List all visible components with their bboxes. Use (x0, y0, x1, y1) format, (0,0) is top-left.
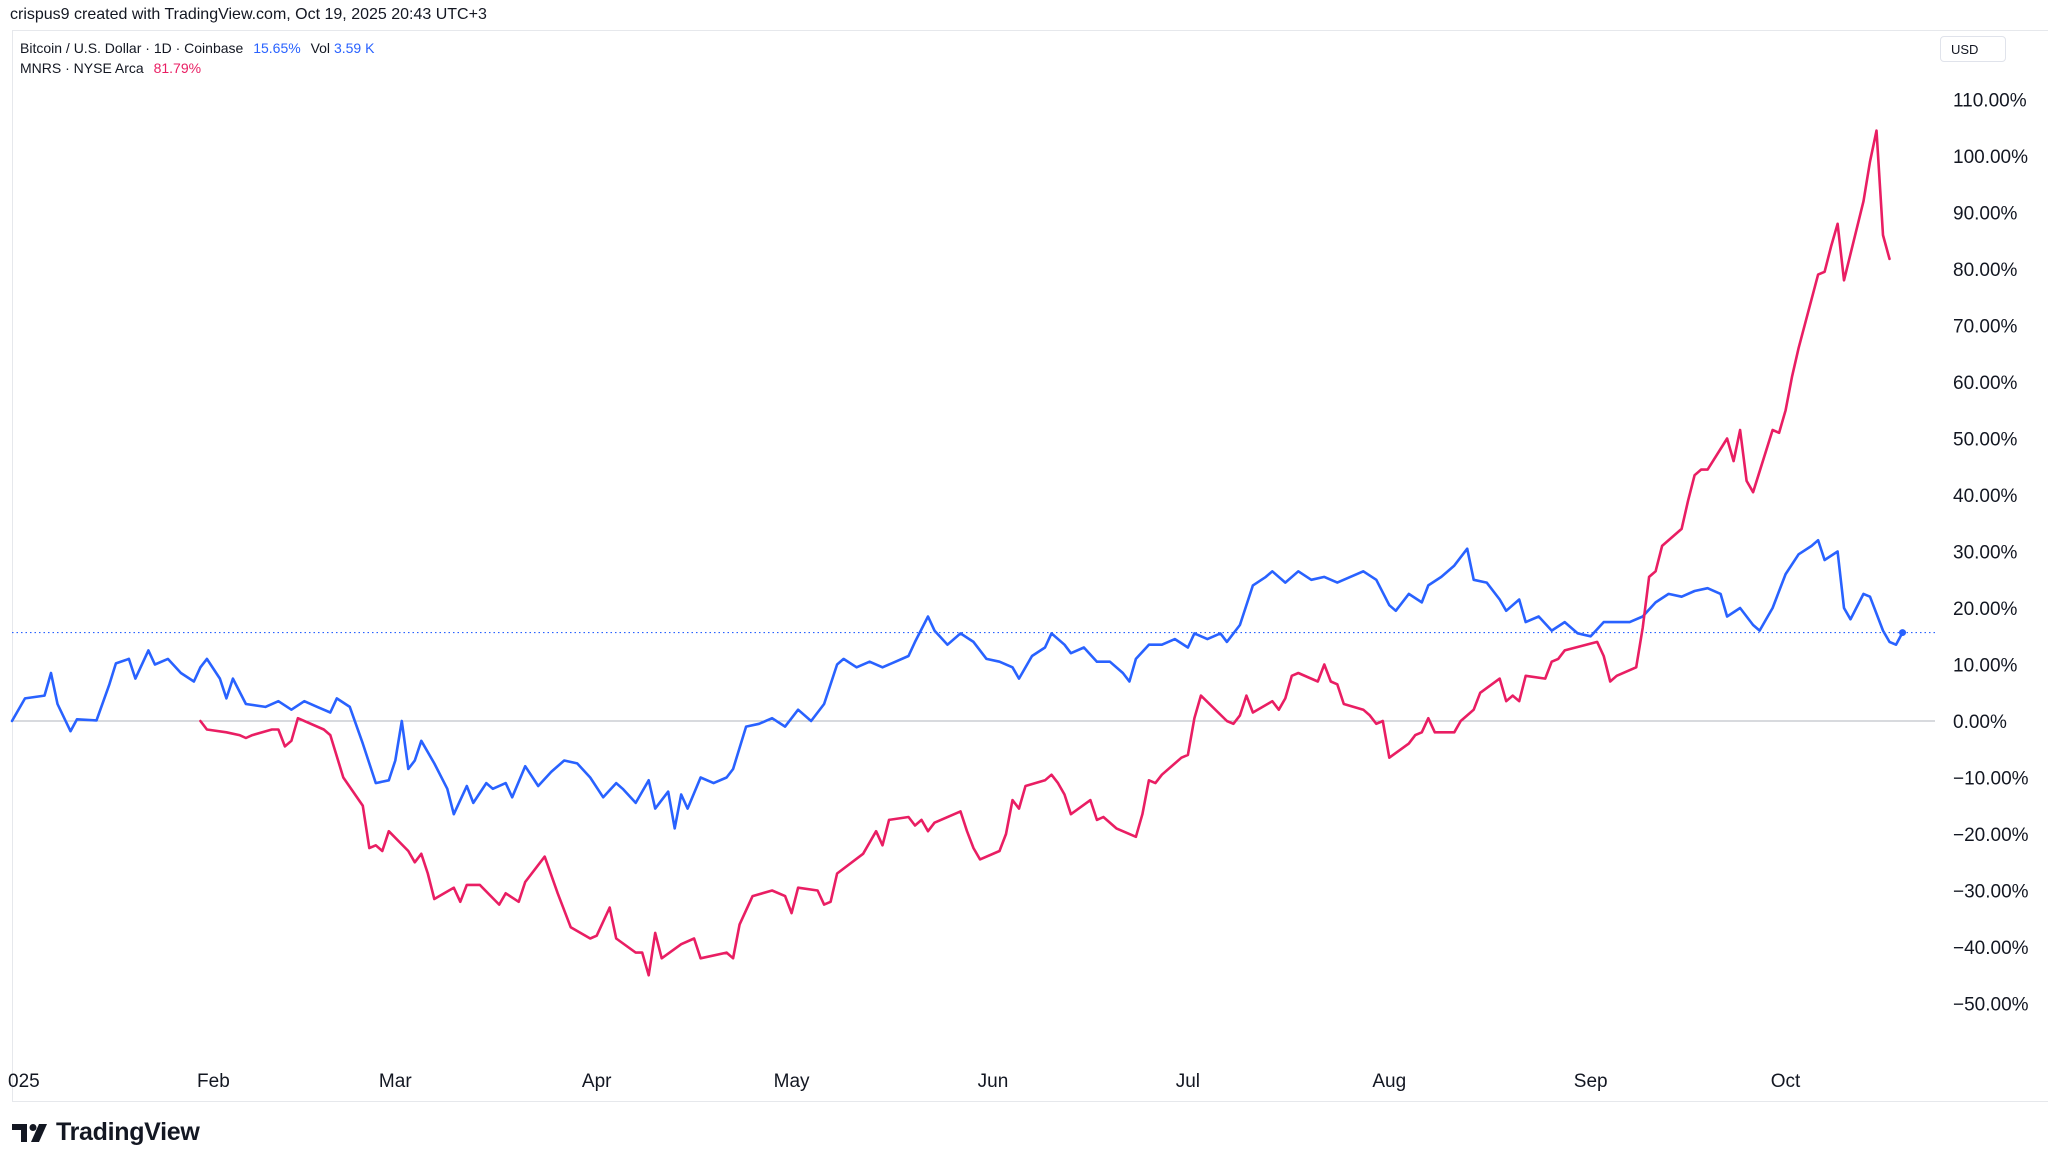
series-layer (10, 129, 1907, 977)
legend-btc-name: Bitcoin / U.S. Dollar · 1D · Coinbase (20, 40, 244, 56)
x-tick-label: Aug (1372, 1071, 1406, 1092)
y-tick-label: 80.00% (1953, 260, 2018, 281)
chart-caption: crispus9 created with TradingView.com, O… (10, 6, 487, 23)
legend-btc-vol-value: 3.59 K (333, 40, 375, 56)
series-line-mnrs[interactable] (199, 129, 1891, 977)
y-tick-label: 30.00% (1953, 543, 2018, 564)
x-tick-label: Oct (1771, 1071, 1801, 1092)
x-tick-label: May (774, 1071, 810, 1092)
y-tick-label: 70.00% (1953, 317, 2018, 338)
x-tick-label: 025 (8, 1071, 40, 1092)
legend-mnrs-change: 81.79% (153, 60, 202, 76)
currency-button[interactable]: USD (1940, 36, 2006, 62)
x-tick-label: Sep (1574, 1071, 1608, 1092)
y-tick-label: 40.00% (1953, 486, 2018, 507)
btc-last-point (1899, 629, 1907, 637)
x-tick-label: Apr (582, 1071, 612, 1092)
x-tick-label: Jul (1176, 1071, 1200, 1092)
legend-row-btc[interactable]: Bitcoin / U.S. Dollar · 1D · Coinbase 15… (20, 38, 374, 58)
legend-row-mnrs[interactable]: MNRS · NYSE Arca 81.79% (20, 58, 374, 78)
y-tick-label: 50.00% (1953, 430, 2018, 451)
y-tick-label: 100.00% (1953, 147, 2028, 168)
tradingview-logo-icon (12, 1123, 47, 1142)
tradingview-brand: TradingView (12, 1118, 200, 1147)
legend-btc-change: 15.65% (253, 40, 301, 56)
legend-mnrs-name: MNRS · NYSE Arca (20, 60, 144, 76)
y-tick-label: −10.00% (1953, 769, 2029, 790)
x-tick-label: Mar (379, 1071, 412, 1092)
y-tick-label: −40.00% (1953, 938, 2029, 959)
x-tick-label: Jun (978, 1071, 1009, 1092)
tradingview-wordmark: TradingView (56, 1118, 200, 1146)
y-tick-label: 110.00% (1953, 91, 2027, 112)
series-legend: Bitcoin / U.S. Dollar · 1D · Coinbase 15… (20, 38, 374, 78)
frame-top-border (12, 30, 2048, 31)
y-tick-label: 60.00% (1953, 373, 2018, 394)
x-tick-label: Feb (197, 1071, 230, 1092)
y-tick-label: 20.00% (1953, 599, 2018, 620)
y-tick-label: −30.00% (1953, 882, 2029, 903)
legend-btc-vol-label: Vol (310, 40, 331, 56)
y-tick-label: −20.00% (1953, 825, 2029, 846)
y-tick-label: −50.00% (1953, 995, 2029, 1016)
frame-left-border (12, 30, 13, 1102)
frame-bottom-border (12, 1101, 2048, 1102)
x-axis: 025 Feb Mar Apr May Jun Jul Aug Sep Oct (8, 1071, 1801, 1092)
series-line-btc[interactable] (10, 538, 1904, 830)
reference-lines (12, 631, 1935, 722)
y-axis: 110.00% 100.00% 90.00% 80.00% 70.00% 60.00% 50… (1953, 91, 2029, 1016)
y-tick-label: 90.00% (1953, 204, 2018, 225)
y-tick-label: 10.00% (1953, 656, 2018, 677)
y-tick-label: 0.00% (1953, 712, 2007, 733)
